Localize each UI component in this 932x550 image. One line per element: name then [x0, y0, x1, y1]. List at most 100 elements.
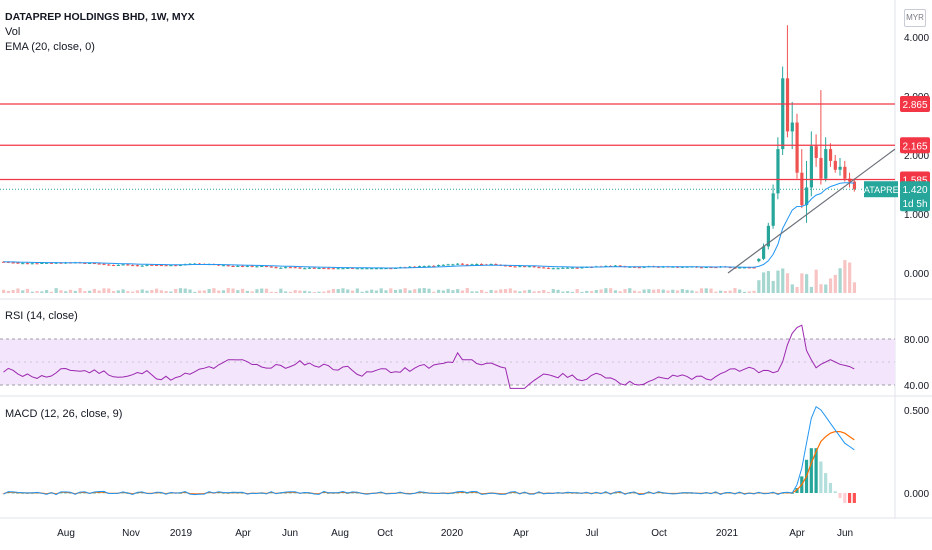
volume-bar	[159, 290, 163, 293]
candle-body	[341, 268, 345, 270]
volume-bar	[126, 291, 130, 293]
volume-bar	[312, 291, 316, 293]
candle-body	[322, 268, 326, 270]
volume-bar	[83, 291, 87, 293]
volume-bar	[398, 289, 402, 293]
volume-bar	[532, 291, 536, 293]
chart-title[interactable]: DATAPREP HOLDINGS BHD, 1W, MYX	[5, 11, 195, 23]
volume-bar	[594, 290, 598, 293]
macd-histogram-bar	[843, 493, 847, 503]
time-tick-label: Apr	[235, 528, 251, 539]
candle-body	[699, 267, 704, 269]
candle-body	[494, 264, 498, 266]
candle-body	[140, 265, 144, 267]
candle-body	[40, 262, 44, 264]
candle-body	[513, 266, 517, 268]
volume-bar	[776, 270, 780, 293]
volume-bar	[632, 290, 637, 293]
macd-histogram-bar	[819, 461, 823, 493]
price-tag-label: 2.865	[902, 100, 927, 111]
volume-bar	[680, 289, 684, 293]
volume-bar	[107, 288, 111, 293]
volume-bar	[54, 288, 58, 293]
vol-label[interactable]: Vol	[5, 26, 21, 38]
candle-body	[350, 267, 355, 269]
candle-body	[217, 264, 221, 266]
volume-bar	[40, 291, 44, 293]
candle-body	[164, 265, 168, 267]
candle-body	[776, 149, 780, 194]
time-tick-label: Jun	[837, 528, 853, 539]
candle-body	[575, 267, 579, 269]
candle-body	[97, 263, 101, 265]
volume-bar	[226, 288, 230, 293]
candle-body	[288, 267, 292, 269]
time-tick-label: 2021	[716, 528, 739, 539]
ema-label[interactable]: EMA (20, close, 0)	[5, 41, 95, 53]
volume-bar	[747, 291, 751, 293]
macd-histogram-bar	[852, 493, 856, 503]
candle-body	[508, 265, 512, 267]
volume-bar	[307, 291, 312, 293]
volume-bar	[852, 282, 857, 293]
candle-body	[360, 268, 364, 270]
volume-bar	[88, 290, 92, 293]
macd-histogram-bar	[824, 473, 828, 493]
overlay-lines	[0, 103, 896, 274]
volume-bar	[432, 291, 436, 293]
candle-body	[408, 266, 412, 268]
candle-body	[30, 263, 34, 265]
time-tick-label: Apr	[789, 528, 805, 539]
volume-bar	[465, 288, 469, 293]
macd-histogram-bar	[656, 492, 660, 494]
volume-bar	[819, 284, 823, 293]
last-price-tag	[900, 181, 930, 212]
candle-body	[21, 263, 25, 265]
volume-bars	[2, 260, 857, 293]
candle-body	[613, 265, 618, 267]
volume-bar	[250, 291, 254, 293]
candle-body	[570, 267, 575, 269]
candles[interactable]	[2, 25, 857, 270]
volume-bar	[671, 289, 675, 293]
macd-label[interactable]: MACD (12, 26, close, 9)	[5, 408, 123, 420]
volume-bar	[346, 289, 350, 293]
volume-bar	[97, 290, 101, 293]
candle-body	[518, 266, 522, 268]
candle-body	[795, 122, 799, 173]
volume-bar	[470, 291, 474, 293]
volume-bar	[499, 289, 503, 293]
macd-histogram-bar	[847, 493, 852, 503]
currency-badge[interactable]: MYR	[904, 9, 926, 27]
volume-bar	[738, 289, 742, 293]
macd-histogram-bar	[475, 492, 479, 494]
volume-bar	[752, 290, 756, 293]
candle-body	[537, 267, 541, 269]
macd-histogram-bar	[293, 492, 297, 494]
volume-bar	[154, 288, 159, 293]
volume-bar	[164, 291, 168, 293]
candle-body	[226, 265, 230, 267]
candle-body	[174, 265, 178, 267]
rsi-plot	[3, 324, 855, 389]
volume-bar	[92, 288, 97, 293]
volume-bar	[317, 291, 321, 293]
candle-body	[709, 267, 713, 269]
candle-body	[489, 264, 493, 266]
candle-body	[102, 263, 106, 265]
candle-body	[327, 268, 331, 270]
macd-histogram-bar	[828, 483, 833, 493]
volume-bar	[675, 290, 680, 293]
candle-body	[819, 157, 823, 179]
macd-histogram-bar	[350, 492, 355, 494]
symbol-tag	[864, 181, 898, 198]
candle-body	[35, 263, 39, 265]
candle-body	[293, 267, 297, 269]
candle-body	[532, 266, 536, 268]
rsi-label[interactable]: RSI (14, close)	[5, 310, 78, 322]
candle-body	[446, 264, 450, 266]
candle-body	[805, 187, 809, 206]
candle-body	[527, 266, 531, 268]
